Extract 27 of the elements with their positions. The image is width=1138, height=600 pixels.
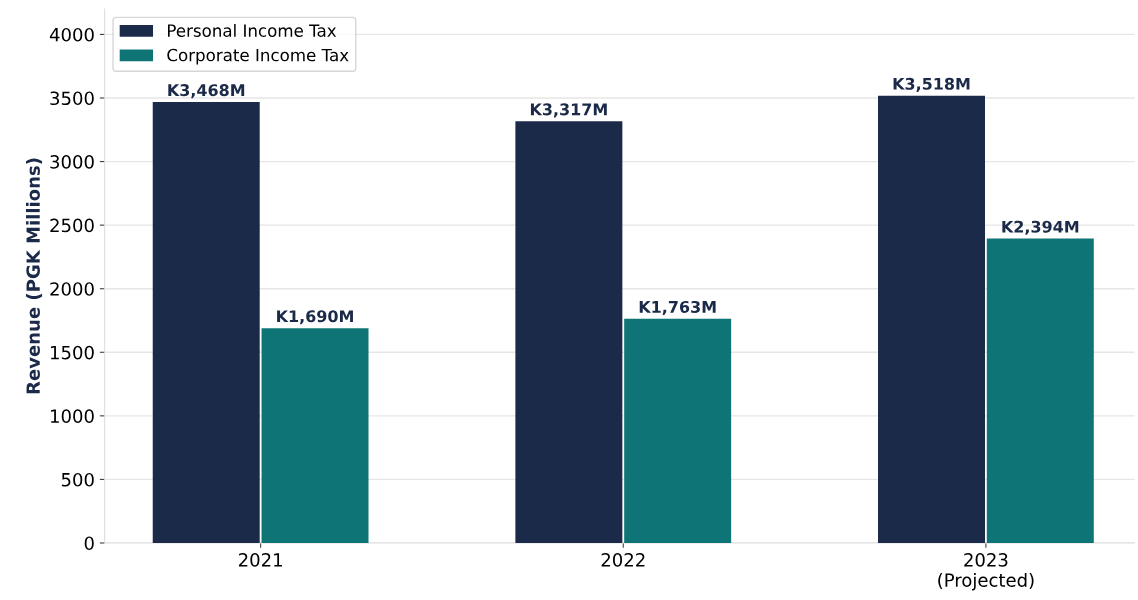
bar [986,238,1094,543]
x-tick-label: 2021 [238,553,282,567]
y-axis-title: Revenue (PGK Millions) [25,158,43,394]
y-tick-label: 0 [84,536,94,551]
bar [515,121,623,543]
bar [152,102,260,543]
legend-label: Personal Income Tax [168,24,337,37]
data-label: K3,518M [893,77,970,92]
y-tick-label: 2000 [50,282,94,296]
y-tick-label: 3000 [50,155,94,169]
data-label: K3,468M [168,84,245,99]
legend-label: Corporate Income Tax [167,48,349,65]
data-label: K3,317M [530,103,607,118]
bar [878,95,985,543]
y-tick-label: 1000 [51,409,94,423]
y-tick-label: 1500 [51,345,94,360]
x-tick-label: 2022 [601,553,645,567]
x-tick-label: 2023 (Projected) [938,553,1034,591]
y-tick-label: 3500 [50,91,94,106]
bar [261,328,369,543]
data-label: K1,763M [639,300,716,316]
y-tick-label: 500 [61,472,94,487]
y-tick-label: 2500 [50,218,94,233]
y-tick-label: 4000 [49,27,94,42]
data-label: K1,690M [277,310,353,325]
bar [624,318,732,543]
data-label: K2,394M [1002,220,1079,235]
